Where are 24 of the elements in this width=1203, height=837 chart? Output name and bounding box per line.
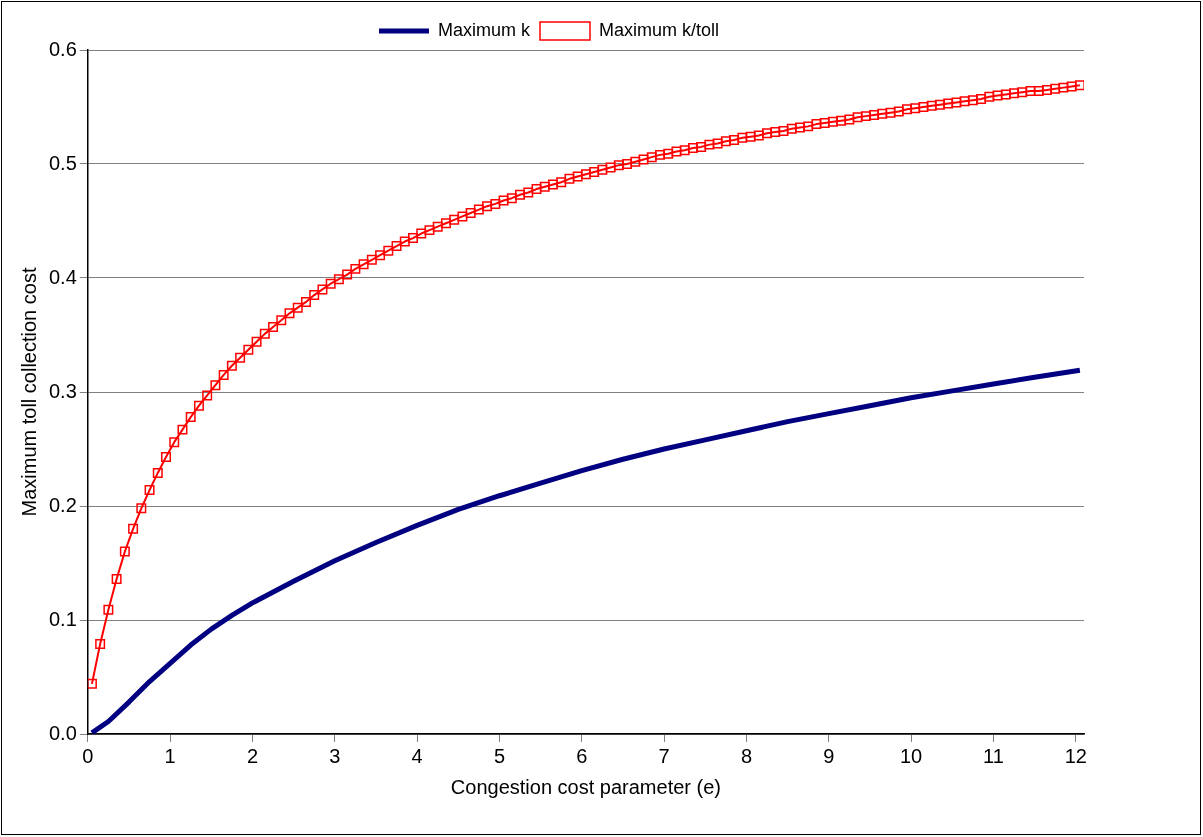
y-tick-label: 0.5 — [48, 151, 77, 174]
legend-label: Maximum k/toll — [598, 19, 720, 40]
y-tick-label: 0.3 — [48, 379, 77, 402]
x-tick-label: 1 — [164, 744, 176, 767]
x-tick-label: 2 — [246, 744, 259, 767]
x-tick-label: 0 — [82, 744, 94, 767]
x-tick-label: 7 — [658, 744, 670, 767]
y-tick-label: 0.6 — [48, 37, 77, 60]
x-tick-label: 4 — [411, 744, 423, 767]
y-tick-label: 0.1 — [48, 607, 77, 630]
y-tick-label: 0.2 — [48, 493, 77, 516]
legend-label: Maximum k — [437, 19, 531, 40]
x-tick-label: 12 — [1064, 744, 1087, 767]
y-tick-label: 0.0 — [48, 721, 77, 744]
x-tick-label: 8 — [740, 744, 753, 767]
x-axis-title: Congestion cost parameter (e) — [450, 775, 721, 798]
x-tick-label: 5 — [493, 744, 506, 767]
x-tick-label: 6 — [576, 744, 588, 767]
x-tick-label: 3 — [329, 744, 341, 767]
y-axis-title: Maximum toll collection cost — [17, 267, 40, 517]
x-tick-label: 9 — [823, 744, 835, 767]
y-tick-label: 0.4 — [48, 265, 77, 288]
x-tick-label: 10 — [899, 744, 923, 767]
x-tick-label: 11 — [983, 744, 1004, 767]
